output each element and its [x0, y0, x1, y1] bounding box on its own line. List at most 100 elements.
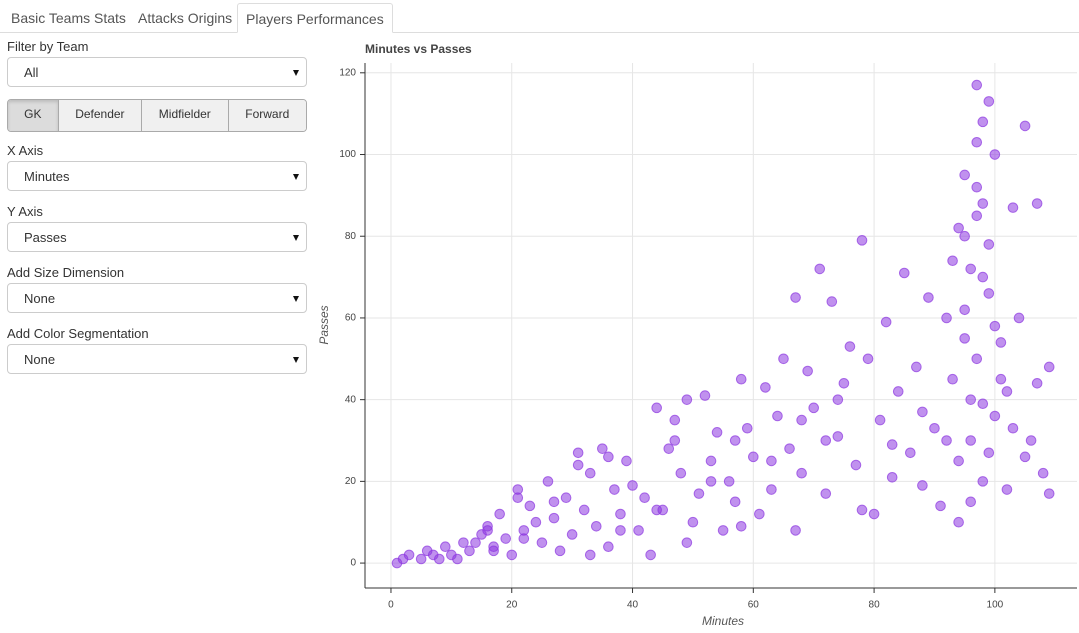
point [681, 537, 693, 548]
point [953, 455, 964, 467]
point [458, 537, 469, 548]
point [941, 435, 952, 446]
point [766, 455, 777, 467]
point [977, 116, 989, 128]
point [965, 394, 977, 405]
point [832, 431, 844, 442]
point [735, 373, 747, 385]
point [1001, 386, 1013, 397]
point [723, 476, 735, 487]
point [965, 435, 977, 446]
point [953, 516, 964, 528]
point [808, 402, 819, 414]
point [911, 361, 922, 373]
select[interactable]: None [7, 283, 307, 313]
point [814, 263, 826, 275]
select[interactable]: Minutes [7, 161, 307, 191]
x-tick-label: 60 [748, 600, 760, 611]
point [530, 516, 542, 528]
point [826, 296, 838, 307]
point [766, 484, 777, 495]
point [729, 496, 741, 508]
point [1031, 198, 1043, 209]
point [1019, 451, 1031, 463]
x-tick-label: 80 [869, 600, 881, 611]
point [542, 476, 554, 487]
label: Filter by Team [7, 39, 89, 54]
button[interactable]: Defender [58, 100, 143, 131]
point [796, 467, 807, 479]
point [699, 390, 711, 401]
point [512, 492, 524, 504]
point [971, 353, 983, 365]
button[interactable]: Midfielder [142, 100, 229, 131]
point [645, 549, 656, 561]
point [494, 508, 505, 520]
point [741, 422, 753, 434]
point [977, 476, 989, 487]
point [397, 553, 409, 565]
point [603, 451, 614, 463]
button[interactable]: Forward [228, 100, 306, 131]
point [965, 263, 977, 275]
point [1019, 120, 1031, 132]
point [959, 169, 970, 181]
point [548, 512, 560, 524]
point [856, 235, 868, 246]
point [415, 553, 427, 565]
point [548, 496, 560, 508]
tab-active[interactable]: Players Performances [237, 3, 393, 33]
tab[interactable]: Attacks Origins [138, 10, 233, 26]
button[interactable]: GK [8, 100, 59, 131]
point [971, 136, 983, 148]
point [1007, 202, 1019, 213]
point [832, 394, 844, 405]
point [898, 267, 910, 279]
y-tick-label: 0 [350, 558, 356, 569]
point [470, 537, 481, 548]
tab[interactable]: Basic Teams Stats [11, 10, 126, 26]
point [880, 316, 892, 328]
x-axis-label: Minutes [702, 614, 744, 628]
point [687, 516, 699, 528]
point [1031, 378, 1043, 389]
point [772, 410, 783, 422]
point [663, 443, 675, 454]
y-tick-label: 120 [339, 67, 356, 78]
point [1025, 435, 1037, 446]
point [1007, 422, 1019, 434]
point [886, 439, 898, 450]
point [820, 435, 832, 446]
x-tick-label: 0 [388, 600, 394, 611]
point [856, 504, 868, 516]
point [1043, 361, 1055, 373]
point [959, 333, 970, 344]
point [820, 488, 832, 499]
point [947, 255, 958, 267]
point [917, 480, 928, 491]
point [609, 484, 620, 495]
point [923, 292, 934, 303]
point [633, 525, 644, 536]
select[interactable]: Passes [7, 222, 307, 252]
point [959, 230, 970, 242]
x-tick-label: 20 [506, 600, 518, 611]
point [983, 447, 995, 459]
point [929, 422, 940, 434]
point [639, 492, 650, 504]
point [1013, 312, 1025, 324]
point [838, 378, 850, 389]
point [452, 553, 463, 565]
point [892, 386, 904, 397]
point [603, 541, 614, 553]
point [790, 525, 801, 536]
select[interactable]: None [7, 344, 307, 374]
point [850, 459, 862, 471]
point [1001, 484, 1013, 495]
point [717, 525, 729, 536]
point [590, 521, 602, 532]
point [506, 549, 518, 561]
point [597, 443, 608, 454]
select[interactable]: All [7, 57, 307, 87]
